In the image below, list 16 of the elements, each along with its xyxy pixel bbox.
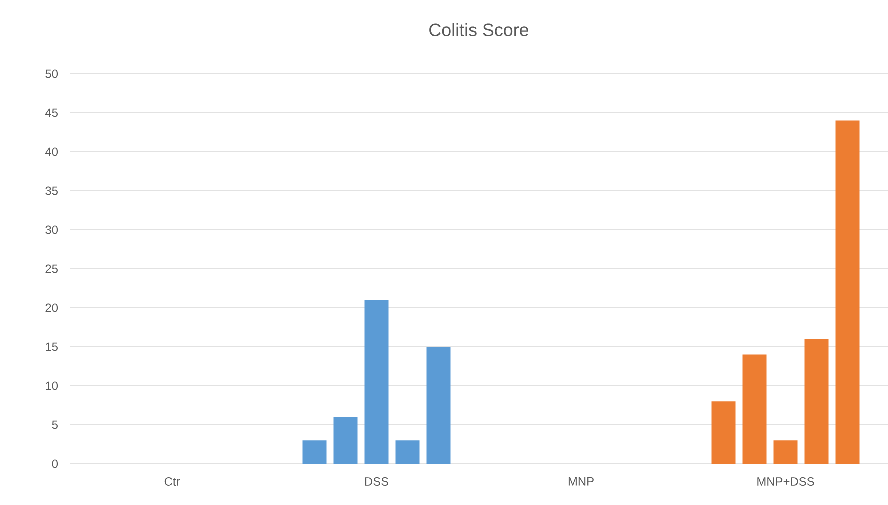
y-tick-label: 20 xyxy=(46,304,58,312)
y-tick-label: 0 xyxy=(52,460,58,468)
x-tick-label: MNP xyxy=(568,478,594,486)
y-tick-label: 50 xyxy=(46,70,58,78)
y-tick-label: 30 xyxy=(46,226,58,234)
x-tick-label: DSS xyxy=(365,478,388,486)
y-tick-label: 40 xyxy=(45,148,58,156)
y-tick-label: 10 xyxy=(46,382,58,390)
chart-title: Colitis Score xyxy=(430,23,528,36)
x-tick-label: Ctr xyxy=(164,478,180,486)
y-tick-label: 5 xyxy=(52,420,58,430)
y-tick-label: 45 xyxy=(45,108,58,118)
y-tick-label: 25 xyxy=(46,264,58,274)
y-tick-label: 15 xyxy=(46,342,58,352)
x-tick-label: MNP+DSS xyxy=(758,478,814,486)
y-tick-label: 35 xyxy=(46,186,58,196)
